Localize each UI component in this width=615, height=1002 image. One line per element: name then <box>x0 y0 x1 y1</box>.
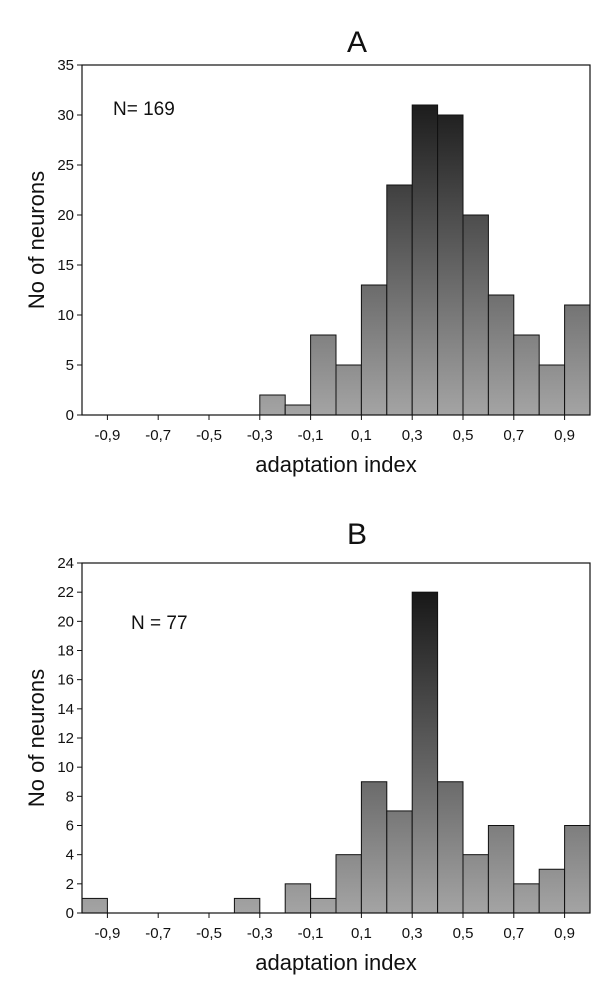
x-tick-label: 0,1 <box>351 427 372 444</box>
y-tick-label: 8 <box>66 788 74 805</box>
y-tick-label: 22 <box>57 584 74 601</box>
y-tick-label: 0 <box>66 407 74 424</box>
y-tick-label: 12 <box>57 730 74 747</box>
x-tick-label: -0,7 <box>145 427 171 444</box>
x-tick-label: -0,5 <box>196 427 222 444</box>
y-tick-label: 14 <box>57 701 74 718</box>
x-tick-label: 0,5 <box>453 427 474 444</box>
x-axis-label: adaptation index <box>255 452 416 477</box>
histogram-bar <box>462 214 489 416</box>
x-tick-label: -0,1 <box>298 925 324 942</box>
histogram-bar <box>284 883 312 914</box>
x-tick-label: -0,9 <box>94 427 120 444</box>
y-tick-label: 15 <box>57 257 74 274</box>
histogram-bar <box>360 781 388 914</box>
y-tick-label: 5 <box>66 357 74 374</box>
histogram-bar <box>513 334 540 416</box>
histogram-bar <box>310 334 337 416</box>
histogram-bar <box>335 364 362 416</box>
panel-title: A <box>347 26 367 59</box>
histogram-bar <box>437 114 464 416</box>
bars <box>259 104 591 416</box>
histogram-bar <box>386 810 413 914</box>
x-tick-label: 0,1 <box>351 925 372 942</box>
histogram-bar <box>487 294 515 416</box>
histogram-bar <box>513 883 540 914</box>
y-tick-label: 30 <box>57 107 74 124</box>
sample-size-annotation: N= 169 <box>113 99 175 120</box>
x-axis: -0,9 -0,7 -0,5 -0,3 -0,1 0,1 0,3 0,5 0,7 0,9 <box>94 913 575 942</box>
histogram-bar <box>335 854 362 914</box>
x-tick-label: -0,7 <box>145 925 171 942</box>
bars <box>81 591 591 914</box>
histogram-bar <box>233 897 261 914</box>
y-tick-label: 16 <box>57 672 74 689</box>
histogram-bar <box>284 404 312 416</box>
y-axis: 0 5 10 15 20 25 30 35 <box>57 57 82 424</box>
x-tick-label: 0,9 <box>554 925 575 942</box>
y-tick-label: 18 <box>57 643 74 660</box>
histogram-bar <box>538 364 566 416</box>
histogram-bar <box>411 591 439 914</box>
y-tick-label: 2 <box>66 876 74 893</box>
x-axis-label: adaptation index <box>255 950 416 975</box>
y-tick-label: 6 <box>66 818 74 835</box>
x-tick-label: 0,7 <box>503 427 524 444</box>
histogram-bar <box>538 868 566 914</box>
x-tick-label: -0,9 <box>94 925 120 942</box>
histogram-panel-b: 0 2 4 6 8 10 12 14 16 18 20 22 24 -0,9 -0,7 -0,5 -0,3 -0,… <box>0 500 615 997</box>
x-tick-label: -0,1 <box>298 427 324 444</box>
histogram-bar <box>360 284 388 416</box>
histogram-bar <box>81 897 108 914</box>
plot-frame <box>81 64 591 416</box>
y-tick-label: 4 <box>66 847 74 864</box>
x-tick-label: -0,3 <box>247 925 273 942</box>
y-tick-label: 10 <box>57 307 74 324</box>
y-tick-label: 20 <box>57 207 74 224</box>
histogram-bar <box>386 184 413 416</box>
y-tick-label: 10 <box>57 759 74 776</box>
y-tick-label: 0 <box>66 905 74 922</box>
histogram-bar <box>310 897 337 914</box>
panel-title: B <box>347 518 367 551</box>
x-axis: -0,9 -0,7 -0,5 -0,3 -0,1 0,1 0,3 0,5 0,7 0,9 <box>94 415 575 444</box>
x-tick-label: 0,7 <box>503 925 524 942</box>
x-tick-label: -0,3 <box>247 427 273 444</box>
y-tick-label: 20 <box>57 613 74 630</box>
y-tick-label: 24 <box>57 555 74 572</box>
x-tick-label: -0,5 <box>196 925 222 942</box>
histogram-panel-a: 0 5 10 15 20 25 30 35 -0,9 -0,7 -0,5 -0,3 -0,1 0,1 0,3… <box>0 0 615 480</box>
histogram-bar <box>564 304 591 416</box>
histogram-a: 0 5 10 15 20 25 30 35 -0,9 -0,7 -0,5 -0,3 -0,1 0,1 0,3… <box>24 26 591 477</box>
y-tick-label: 25 <box>57 157 74 174</box>
y-axis-label: No of neurons <box>24 171 49 309</box>
histogram-bar <box>411 104 439 416</box>
x-tick-label: 0,9 <box>554 427 575 444</box>
sample-size-annotation: N = 77 <box>131 613 188 634</box>
histogram-bar <box>487 825 515 914</box>
x-tick-label: 0,5 <box>453 925 474 942</box>
histogram-bar <box>259 394 286 416</box>
histogram-bar <box>564 825 591 914</box>
x-tick-label: 0,3 <box>402 925 423 942</box>
y-tick-label: 35 <box>57 57 74 74</box>
histogram-bar <box>437 781 464 914</box>
y-axis-label: No of neurons <box>24 669 49 807</box>
x-tick-label: 0,3 <box>402 427 423 444</box>
histogram-bar <box>462 854 489 914</box>
